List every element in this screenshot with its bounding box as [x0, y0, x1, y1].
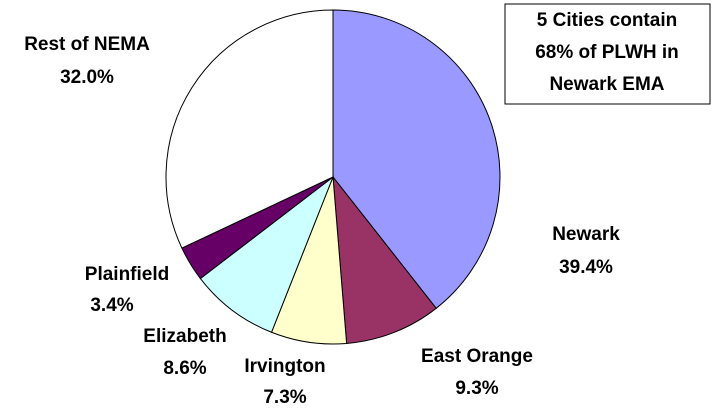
value-label: 32.0%	[60, 67, 114, 88]
value-label: 39.4%	[559, 257, 613, 278]
slice-label: Rest of NEMA	[24, 34, 150, 55]
annotation: 5 Cities contain	[537, 10, 677, 31]
annotation-box	[504, 3, 711, 105]
pie-slice	[332, 9, 501, 310]
value-label: 9.3%	[455, 378, 498, 399]
annotation: 68% of PLWH in	[535, 42, 679, 63]
slice-label: Elizabeth	[143, 326, 226, 347]
pie-slice	[332, 175, 437, 344]
slice-label: Plainfield	[85, 264, 169, 285]
slice-label: Newark	[552, 224, 620, 245]
annotation: Newark EMA	[549, 74, 664, 95]
pie-slice	[165, 9, 334, 249]
value-label: 8.6%	[163, 358, 206, 379]
pie-slice	[199, 175, 335, 333]
slice-label: East Orange	[421, 346, 533, 367]
slice-label: Irvington	[244, 356, 325, 377]
value-label: 7.3%	[263, 387, 306, 408]
value-label: 3.4%	[90, 295, 133, 316]
